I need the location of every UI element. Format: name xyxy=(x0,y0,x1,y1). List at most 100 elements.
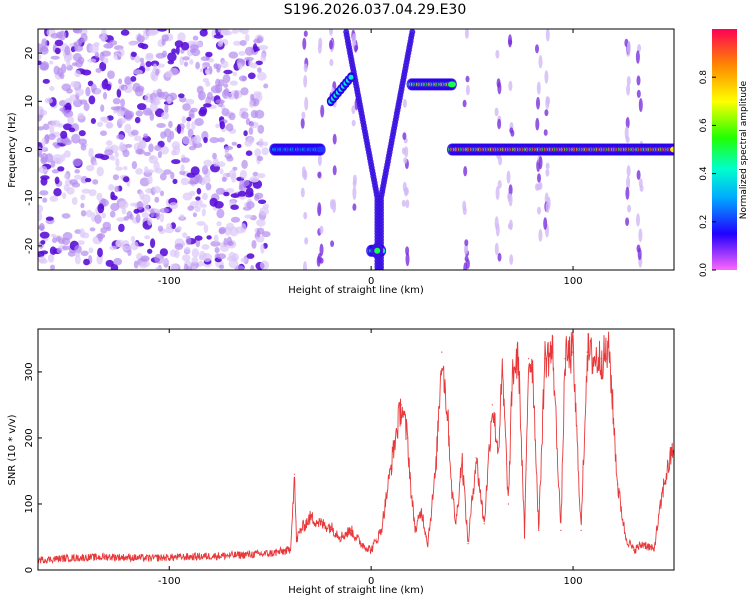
spectrogram-cell xyxy=(167,96,172,105)
spectrogram-cell xyxy=(304,237,309,245)
spectrogram-cell xyxy=(186,266,193,270)
spectrogram-cell xyxy=(202,175,211,185)
spectrogram-cell xyxy=(190,166,200,176)
spectrogram-cell xyxy=(201,64,207,69)
spectrogram-cell xyxy=(536,96,540,110)
snr-point xyxy=(421,510,423,512)
spectrogram-cell xyxy=(79,228,85,238)
spectrogram-cell xyxy=(106,226,112,232)
spectrogram-cell xyxy=(74,45,84,52)
spectrogram-cell xyxy=(166,135,172,143)
spectrogram-cell xyxy=(42,123,50,131)
spectrogram-cell xyxy=(213,34,224,39)
spectrogram-cell xyxy=(231,141,238,146)
spectrogram-cell xyxy=(94,51,100,58)
spectrogram-cell xyxy=(464,239,469,247)
spectrogram-cell xyxy=(97,233,103,242)
spectrogram-cell xyxy=(66,88,73,94)
spectrogram-cell xyxy=(163,128,172,138)
spectrogram-cell xyxy=(62,192,67,199)
spectrogram-cell xyxy=(70,80,80,88)
spectrogram-cell xyxy=(157,91,165,98)
spectrogram-cell xyxy=(201,208,206,217)
spectrogram-cell xyxy=(71,182,81,188)
spectrogram-cell xyxy=(148,29,159,35)
spectrogram-cell xyxy=(102,116,109,123)
spectrogram-cell xyxy=(508,184,513,197)
spectrogram-cell xyxy=(244,46,255,56)
spectrogram-cell xyxy=(332,133,337,145)
spectrogram-cell xyxy=(256,173,266,179)
spectrogram-cell xyxy=(115,157,120,168)
spectrogram-cell xyxy=(152,63,158,71)
spectrogram-cell xyxy=(317,154,322,167)
spectrogram-cell xyxy=(38,54,42,60)
spectrogram-cell xyxy=(95,68,102,73)
spectrogram-cell xyxy=(332,165,337,176)
spectrogram-cell xyxy=(188,180,197,185)
spectrogram-cell xyxy=(44,97,53,104)
spectrogram-cell xyxy=(253,91,262,96)
spectrogram-cell xyxy=(301,111,306,120)
spectrogram-cell xyxy=(409,29,416,35)
snr-y-label: SNR (10 * v/v) xyxy=(7,414,18,485)
snr-point xyxy=(653,549,655,551)
spectrogram-cell xyxy=(169,249,177,257)
spectrogram-cell xyxy=(120,29,130,36)
spectrogram-cell xyxy=(303,261,307,270)
spectrogram-cell xyxy=(160,145,169,155)
spectrogram-cell xyxy=(134,55,141,64)
spectrogram-cell xyxy=(638,228,643,243)
spectrogram-cell xyxy=(88,189,97,197)
spectrogram-cell xyxy=(101,29,107,36)
spectrogram-cell xyxy=(174,40,184,48)
spectrogram-cell xyxy=(179,96,187,103)
spectrogram-cell xyxy=(175,45,180,55)
spectrogram-cell xyxy=(351,119,356,127)
spectrogram-cell xyxy=(405,252,410,267)
spectrogram-cell xyxy=(196,221,206,226)
spectrogram-cell xyxy=(206,235,212,240)
snr-point xyxy=(633,549,635,551)
spectrogram-cell xyxy=(154,145,162,151)
spectrogram-cell xyxy=(203,224,209,233)
spectrogram-cell xyxy=(216,253,227,260)
spectrogram-cell xyxy=(374,247,381,254)
spectrogram-cell xyxy=(143,133,149,139)
spectrogram-cell xyxy=(223,237,228,247)
spectrogram-cell xyxy=(625,186,630,200)
spectrogram-cell xyxy=(116,217,126,222)
spectrogram-cell xyxy=(133,135,142,142)
spectrogram-cell xyxy=(150,71,156,80)
spectrogram-cell xyxy=(52,237,58,244)
spectrogram-cell xyxy=(48,133,56,140)
spectrogram-y-ticks: -20 -10 0 10 20 xyxy=(24,47,42,254)
spectrogram-cell xyxy=(225,123,234,132)
spectrogram-cell xyxy=(186,117,192,122)
snr-y-tick-label: 100 xyxy=(24,494,35,513)
snr-plot-frame xyxy=(37,328,675,571)
spectrogram-cell xyxy=(182,232,188,239)
snr-point xyxy=(320,523,322,525)
spectrogram-cell xyxy=(143,151,151,156)
spectrogram-cell xyxy=(73,29,83,34)
spectrogram-cell xyxy=(259,207,270,216)
spectrogram-cell xyxy=(244,34,250,42)
spectrogram-cell xyxy=(403,157,408,164)
spectrogram-cell xyxy=(107,70,115,79)
spectrogram-cell xyxy=(237,61,243,71)
snr-point xyxy=(295,539,297,541)
snr-point xyxy=(370,549,372,551)
spectrogram-cell xyxy=(164,103,169,114)
spectrogram-cell xyxy=(150,60,160,67)
spectrogram-cell xyxy=(176,124,182,134)
spectrogram-cell xyxy=(83,258,90,266)
spectrogram-cell xyxy=(670,146,674,153)
spectrogram-cell xyxy=(202,29,208,32)
spectrogram-cell xyxy=(38,114,43,122)
spectrogram-cell xyxy=(169,263,179,270)
spectrogram-cell xyxy=(116,134,125,140)
spectrogram-cell xyxy=(49,86,55,91)
spectrogram-cell xyxy=(78,138,87,145)
spectrogram-cell xyxy=(130,241,139,251)
